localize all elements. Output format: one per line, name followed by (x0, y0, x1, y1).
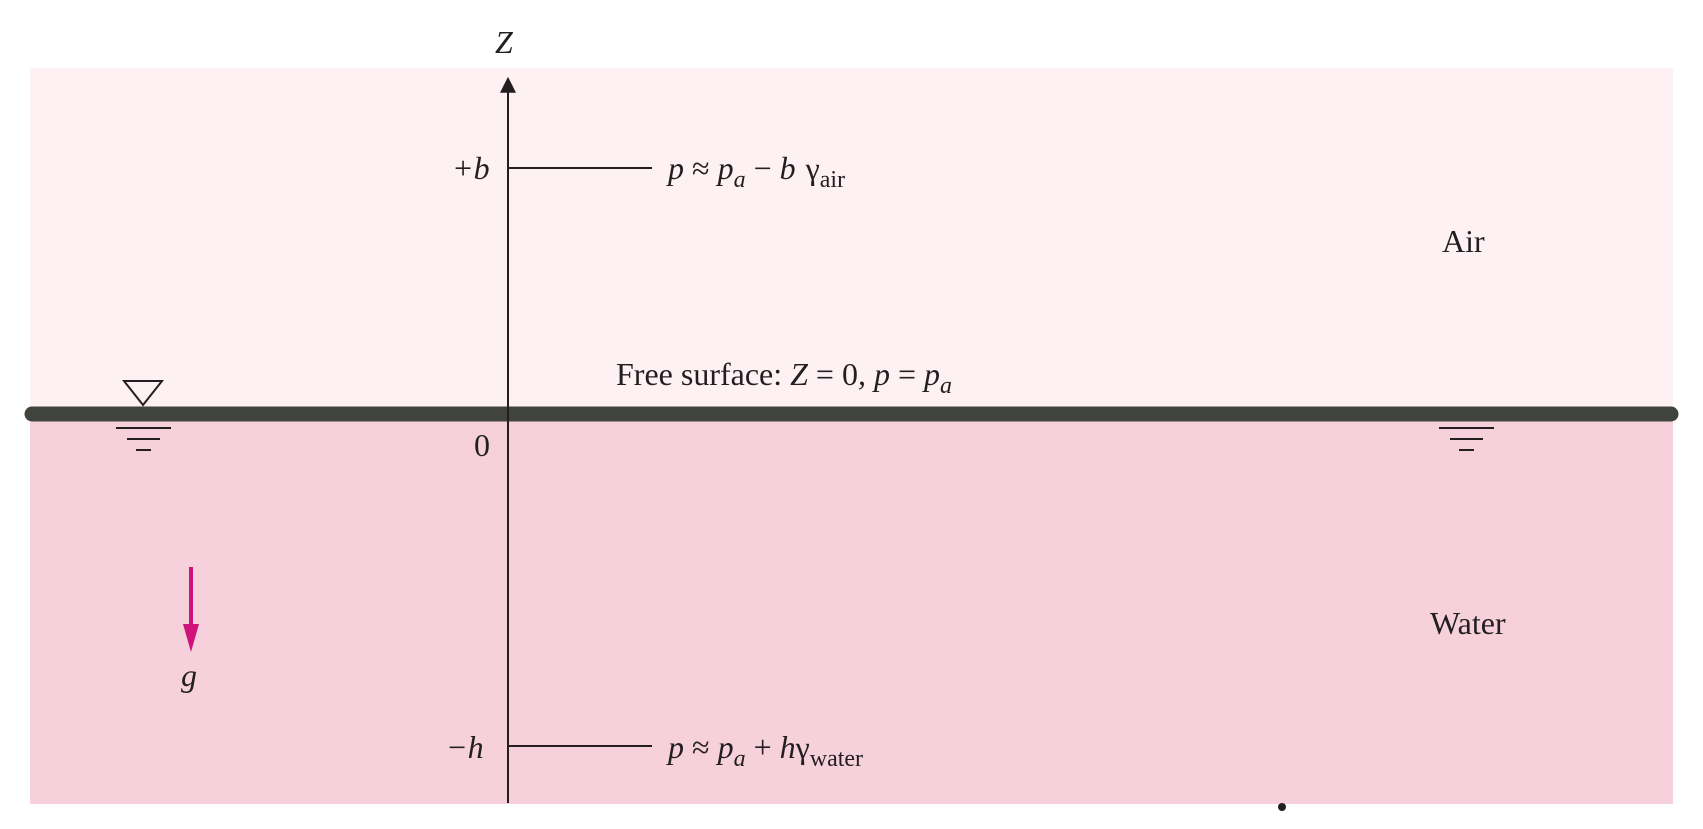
air-label: Air (1442, 223, 1485, 259)
z-axis-label: Z (495, 24, 514, 60)
zero-label: 0 (474, 427, 490, 463)
free-surface-level-icon (1439, 427, 1494, 451)
water-label: Water (1430, 605, 1506, 641)
dot-mark (1278, 803, 1286, 811)
water-region (30, 414, 1673, 804)
gravity-label: g (181, 657, 197, 693)
upper-pressure-equation: p ≈ pa − b γair (666, 150, 845, 193)
minus-h-label: −h (446, 729, 484, 765)
lower-pressure-equation: p ≈ pa + hγwater (666, 729, 863, 772)
down-arrow-icon (183, 567, 199, 652)
free-surface-label: Free surface: Z = 0, p = pa (616, 356, 952, 399)
plus-b-label: +b (452, 150, 490, 186)
free-surface-triangle-icon (116, 380, 171, 451)
air-region (30, 68, 1673, 414)
